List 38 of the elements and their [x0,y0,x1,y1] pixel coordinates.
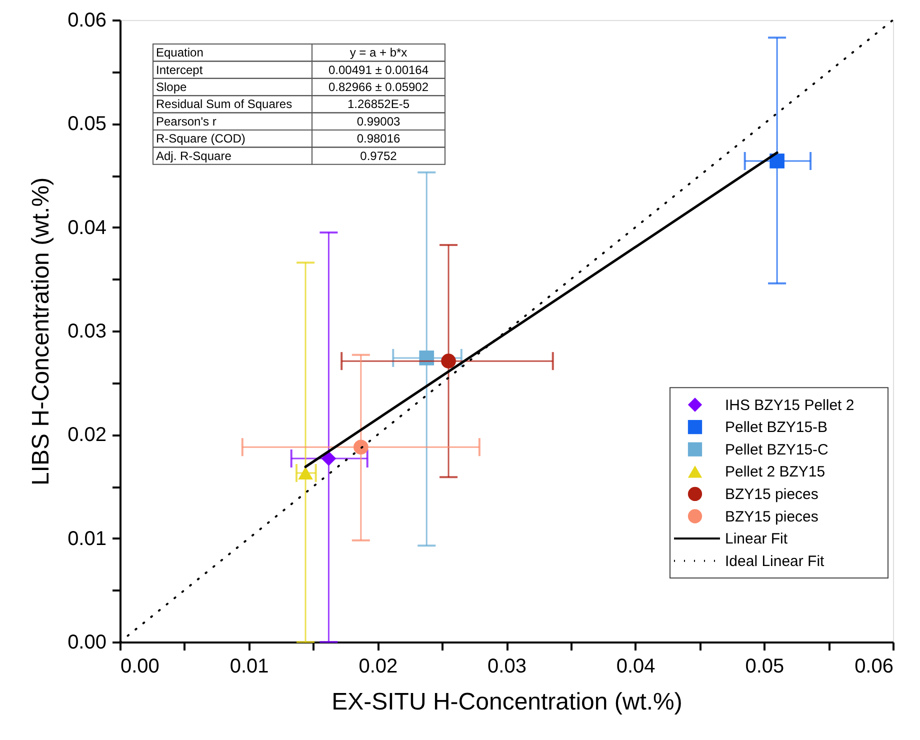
annotation: Residual Sum of Squares [156,97,292,112]
annotation: 0.82966 ± 0.05902 [328,80,429,94]
x-tick-label: 0.02 [358,656,398,678]
x-tick-label: 0.05 [745,656,784,678]
legend-label: BZY15 pieces [725,486,818,503]
x-tick-label: 0.04 [616,656,656,678]
x-tick-label: 0.03 [488,656,526,678]
legend-label: IHS BZY15 Pellet 2 [725,396,854,414]
annotation: Slope [156,80,188,94]
y-tick-label: 0.05 [68,113,106,136]
annotation: Intercept [156,62,204,77]
annotation: Adj. R-Square [156,148,232,163]
legend-label: Ideal Linear Fit [725,552,826,570]
y-tick-label: 0.06 [68,10,106,32]
annotation: Equation [156,46,204,60]
legend-label: Pellet BZY15-B [725,419,828,436]
y-tick-label: 0.03 [68,320,106,342]
annotation: y = a + b*x [350,46,408,60]
y-axis-title: LIBS H-Concentration (wt.%) [28,177,55,486]
x-tick-label: 0.01 [230,656,269,678]
annotation: 0.00491 ± 0.00164 [328,62,429,77]
legend-label: BZY15 pieces [725,508,818,526]
annotation: R-Square (COD) [156,132,246,146]
legend-label: Linear Fit [725,530,788,548]
y-tick-label: 0.00 [68,632,106,654]
legend-label: Pellet BZY15-C [725,441,829,458]
x-tick-label: 0.00 [120,656,160,678]
y-tick-label: 0.02 [68,424,106,446]
legend-label: Pellet 2 BZY15 [725,464,826,481]
y-tick-label: 0.04 [68,216,106,239]
annotation: Pearson's r [156,114,216,128]
annotation: 0.9752 [360,148,398,163]
annotation: 0.98016 [356,132,401,146]
y-tick-label: 0.01 [68,528,106,550]
annotation: 0.99003 [356,114,401,128]
x-tick-label: 0.06 [854,656,894,678]
annotation: 1.26852E-5 [347,97,410,112]
x-axis-title: EX-SITU H-Concentration (wt.%) [332,688,682,716]
